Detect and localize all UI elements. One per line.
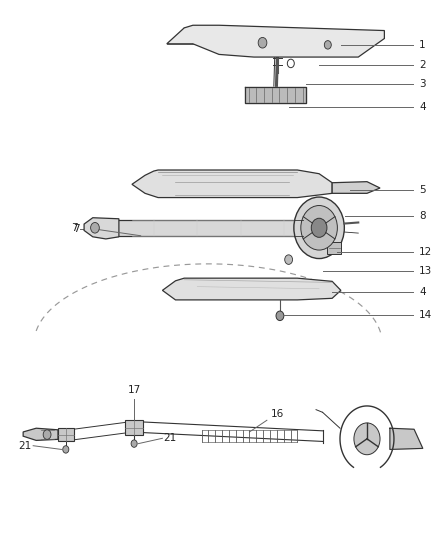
Text: 5: 5	[419, 184, 426, 195]
Circle shape	[63, 446, 69, 453]
Polygon shape	[97, 220, 323, 236]
Text: 17: 17	[127, 385, 141, 395]
FancyBboxPatch shape	[57, 427, 74, 441]
Text: 1: 1	[419, 40, 426, 50]
Polygon shape	[390, 428, 423, 449]
Circle shape	[354, 423, 380, 455]
Text: 13: 13	[419, 266, 432, 276]
Text: 4: 4	[419, 287, 426, 297]
Text: 2: 2	[419, 60, 426, 70]
Circle shape	[285, 255, 293, 264]
Circle shape	[324, 41, 331, 49]
Text: 14: 14	[419, 310, 432, 320]
Circle shape	[131, 440, 137, 447]
Text: 7: 7	[71, 223, 78, 233]
Polygon shape	[167, 25, 385, 57]
Text: 7: 7	[73, 224, 80, 235]
Text: 21: 21	[164, 433, 177, 443]
Polygon shape	[162, 278, 341, 300]
FancyBboxPatch shape	[327, 241, 341, 254]
Circle shape	[43, 430, 51, 439]
Circle shape	[258, 37, 267, 48]
Circle shape	[276, 311, 284, 320]
Polygon shape	[84, 217, 119, 239]
Circle shape	[311, 218, 327, 237]
Polygon shape	[132, 170, 332, 198]
Circle shape	[91, 222, 99, 233]
Text: 16: 16	[270, 409, 284, 419]
Polygon shape	[332, 182, 380, 193]
Text: 3: 3	[419, 78, 426, 88]
Text: 8: 8	[419, 211, 426, 221]
Text: 12: 12	[419, 247, 432, 257]
Circle shape	[294, 197, 344, 259]
Polygon shape	[23, 428, 58, 440]
FancyBboxPatch shape	[125, 420, 143, 435]
Text: 21: 21	[18, 441, 32, 451]
Polygon shape	[245, 87, 306, 103]
Circle shape	[301, 206, 337, 250]
Text: 4: 4	[419, 102, 426, 112]
